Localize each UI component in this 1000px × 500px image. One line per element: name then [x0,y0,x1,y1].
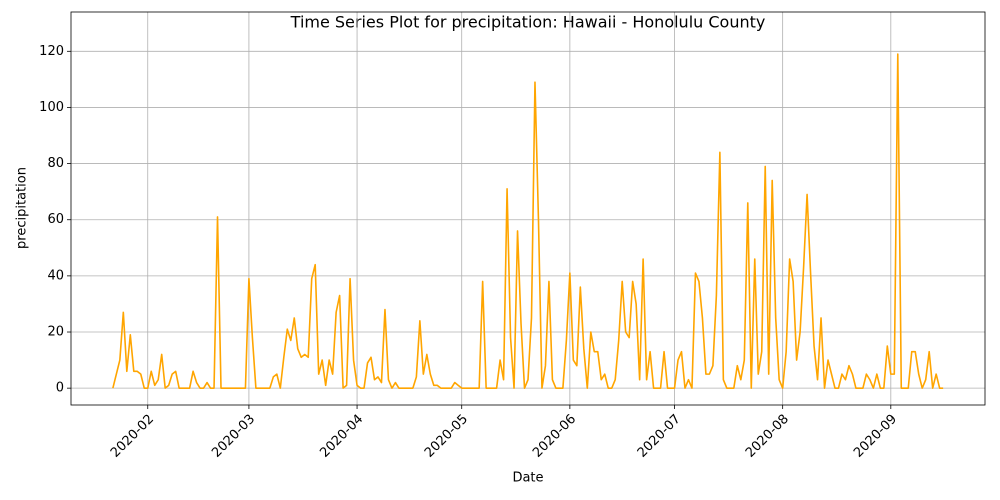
x-tick-label: 2020-04 [317,412,366,461]
x-tick-label: 2020-07 [635,412,684,461]
y-axis-label: precipitation [15,167,30,249]
line-series [112,53,944,389]
x-tick-label: 2020-05 [422,412,471,461]
y-tick-label: 100 [39,100,64,115]
y-tick-label: 0 [56,381,64,396]
x-tick-label: 2020-02 [108,412,157,461]
y-tick-label: 40 [47,268,64,283]
x-tick-label: 2020-03 [209,412,258,461]
y-tick-label: 20 [47,325,64,340]
y-tick-label: 80 [47,156,64,171]
x-axis-label: Date [512,471,543,486]
plot-frame [70,11,986,406]
chart-title: Time Series Plot for precipitation: Hawa… [290,13,766,32]
x-tick-label: 2020-08 [743,412,792,461]
y-tick-label: 60 [47,212,64,227]
x-tick-label: 2020-09 [851,412,900,461]
y-tick-label: 120 [39,44,64,59]
x-tick-label: 2020-06 [530,412,579,461]
